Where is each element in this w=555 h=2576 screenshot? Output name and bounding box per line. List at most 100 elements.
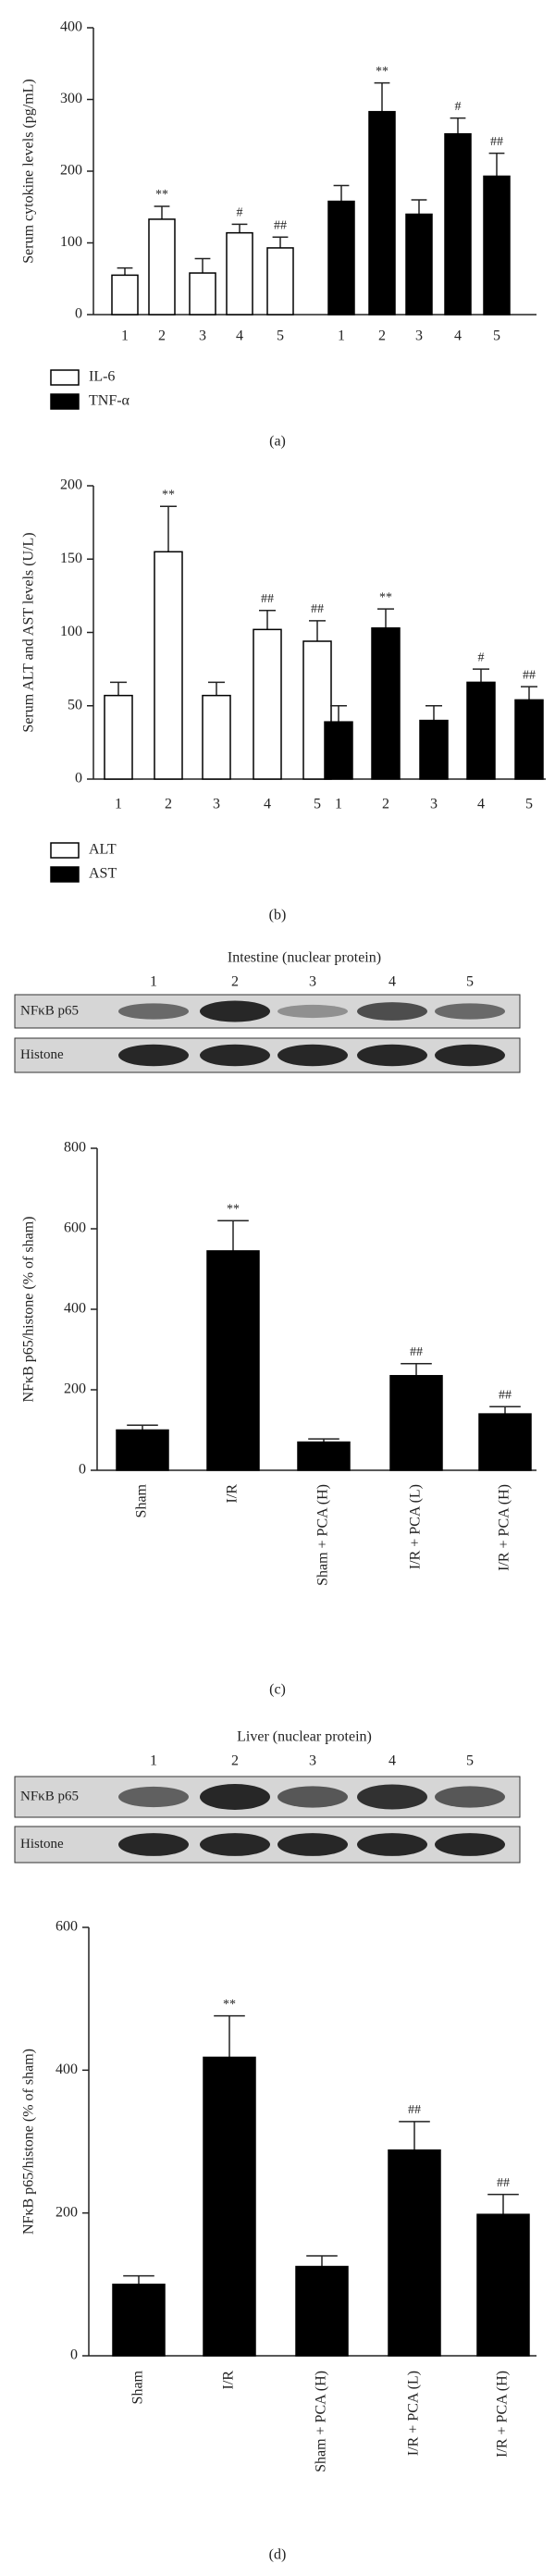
blot-band (278, 1786, 348, 1808)
panel-label: (a) (269, 434, 286, 450)
blot-band (200, 1044, 270, 1067)
blot-band (435, 1044, 505, 1067)
y-tick-label: 600 (56, 1919, 78, 1935)
blot-band (200, 1833, 270, 1856)
bar (112, 2284, 166, 2357)
lane-label: 2 (231, 974, 239, 990)
y-axis-label: Serum cytokine levels (pg/mL) (21, 79, 37, 264)
significance-mark: ## (410, 1345, 423, 1359)
panel-label: (d) (269, 2547, 287, 2563)
y-axis-label: NFκB p65/histone (% of sham) (21, 1217, 37, 1403)
bar (419, 719, 449, 780)
blot-band (357, 1833, 427, 1856)
bar (324, 721, 353, 780)
bar (202, 694, 231, 780)
significance-mark: ** (376, 65, 388, 79)
bar (111, 274, 139, 316)
y-tick-label: 50 (68, 697, 82, 712)
blot-band (435, 1833, 505, 1856)
significance-mark: ** (155, 188, 168, 202)
blot-band (435, 1003, 505, 1020)
blot-title: Liver (nuclear protein) (237, 1729, 372, 1745)
lane-label: 4 (388, 974, 396, 990)
bar (514, 699, 544, 780)
significance-mark: ## (497, 2176, 510, 2190)
significance-mark: ## (490, 135, 503, 149)
significance-mark: ## (523, 668, 536, 682)
legend-swatch (50, 369, 80, 386)
lane-label: 4 (388, 1753, 396, 1769)
y-tick-label: 200 (60, 477, 82, 493)
bar (226, 231, 253, 316)
x-tick-label: I/R (225, 1484, 240, 1504)
x-tick-label: 3 (213, 797, 220, 812)
x-tick-label: 4 (264, 797, 271, 812)
y-axis-label: NFκB p65/histone (% of sham) (21, 2049, 37, 2235)
significance-mark: # (478, 650, 485, 664)
x-tick-label: 3 (199, 328, 206, 344)
significance-mark: ## (499, 1388, 512, 1402)
blot-title: Intestine (nuclear protein) (228, 950, 381, 966)
significance-mark: ## (261, 592, 274, 606)
significance-mark: ** (162, 488, 175, 502)
legend-swatch (50, 393, 80, 410)
bar (189, 272, 216, 316)
y-tick-label: 200 (64, 1381, 86, 1397)
bar (405, 213, 433, 316)
legend-label: ALT (89, 842, 117, 858)
blot-band (278, 1833, 348, 1856)
bar (116, 1429, 169, 1471)
bar (483, 175, 511, 316)
y-tick-label: 400 (56, 2062, 78, 2077)
significance-mark: ## (408, 2103, 421, 2117)
legend-label: AST (89, 866, 117, 882)
y-tick-label: 100 (60, 234, 82, 250)
lane-label: 2 (231, 1753, 239, 1769)
blot-row-label: Histone (20, 1837, 64, 1852)
y-tick-label: 0 (75, 771, 82, 786)
x-tick-label: 2 (158, 328, 166, 344)
significance-mark: ** (379, 590, 392, 604)
x-tick-label: Sham (130, 2370, 146, 2404)
lane-label: 1 (150, 974, 157, 990)
x-tick-label: 1 (121, 328, 129, 344)
blot-band (357, 1002, 427, 1021)
legend-swatch (50, 866, 80, 883)
significance-mark: ## (274, 219, 287, 233)
x-tick-label: 1 (115, 797, 122, 812)
x-tick-label: Sham + PCA (H) (314, 2371, 329, 2472)
significance-mark: ## (311, 602, 324, 616)
y-axis-label: Serum ALT and AST levels (U/L) (21, 532, 37, 732)
blot-band (357, 1044, 427, 1067)
x-tick-label: Sham + PCA (H) (315, 1484, 331, 1586)
lane-label: 3 (309, 1753, 316, 1769)
x-tick-label: 2 (165, 797, 172, 812)
blot-band (357, 1784, 427, 1810)
blot-row-label: NFκB p65 (20, 1003, 79, 1018)
blot-band (278, 1004, 348, 1019)
y-tick-label: 200 (60, 163, 82, 179)
x-tick-label: 5 (277, 328, 284, 344)
blot-band (118, 1044, 189, 1067)
y-tick-label: 0 (75, 306, 82, 322)
lane-label: 5 (466, 1753, 474, 1769)
y-tick-label: 150 (60, 551, 82, 566)
bar (368, 110, 396, 316)
legend-label: TNF-α (89, 393, 130, 409)
blot-band (118, 1786, 189, 1808)
panel-label: (c) (269, 1682, 286, 1698)
y-tick-label: 200 (56, 2204, 78, 2220)
bar (148, 218, 176, 316)
bar (476, 2213, 530, 2357)
y-tick-label: 0 (70, 2347, 78, 2363)
x-tick-label: 4 (236, 328, 243, 344)
bar (478, 1413, 532, 1471)
significance-mark: ** (223, 1998, 236, 2012)
blot-band (200, 1784, 270, 1810)
blot-row-label: NFκB p65 (20, 1789, 79, 1803)
bar (389, 1375, 443, 1471)
y-tick-label: 400 (64, 1301, 86, 1317)
y-tick-label: 400 (60, 19, 82, 35)
legend-swatch (50, 842, 80, 859)
